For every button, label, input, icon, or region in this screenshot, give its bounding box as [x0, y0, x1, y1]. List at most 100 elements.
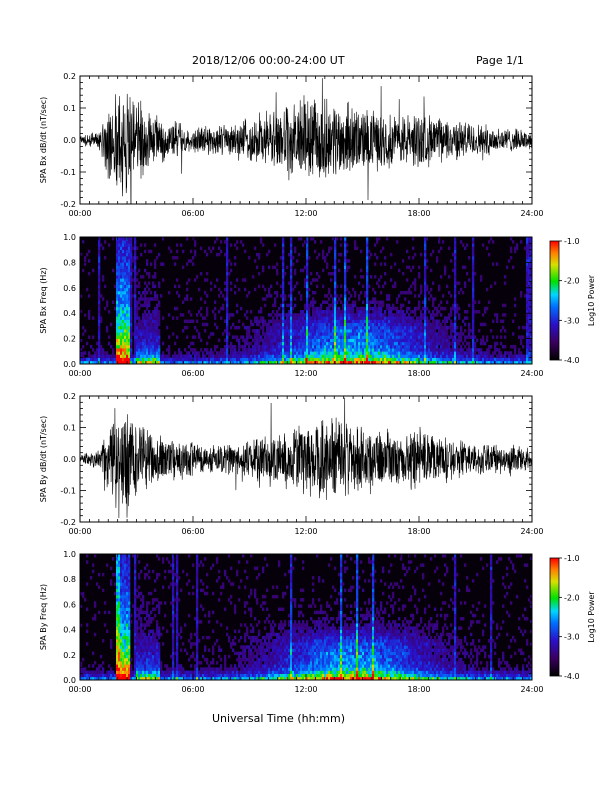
heatmap-cell — [124, 629, 127, 634]
heatmap-cell — [316, 332, 319, 336]
heatmap-cell — [410, 338, 413, 343]
heatmap-cell — [412, 354, 415, 358]
heatmap-cell — [226, 259, 229, 263]
heatmap-cell — [142, 348, 145, 352]
heatmap-cell — [336, 316, 339, 320]
heatmap-cell — [226, 252, 229, 257]
heatmap-cell — [398, 319, 401, 324]
heatmap-cell — [126, 252, 129, 257]
heatmap-cell — [480, 322, 483, 327]
heatmap-cell — [154, 322, 157, 327]
heatmap-cell — [330, 246, 333, 250]
heatmap-cell — [472, 351, 475, 355]
heatmap-cell — [134, 642, 137, 646]
heatmap-cell — [286, 303, 289, 308]
heatmap-cell — [152, 284, 155, 289]
heatmap-cell — [154, 354, 157, 358]
heatmap-cell — [444, 357, 447, 362]
heatmap-cell — [226, 329, 229, 333]
heatmap-cell — [152, 275, 155, 279]
heatmap-cell — [436, 341, 439, 346]
heatmap-cell — [450, 313, 453, 317]
heatmap-cell — [354, 275, 357, 279]
heatmap-cell — [332, 341, 335, 346]
heatmap-cell — [472, 256, 475, 260]
heatmap-cell — [88, 670, 91, 674]
heatmap-cell — [352, 310, 355, 314]
heatmap-cell — [308, 344, 311, 349]
heatmap-cell — [260, 360, 263, 365]
heatmap-cell — [120, 316, 123, 320]
heatmap-cell — [262, 297, 265, 301]
heatmap-cell — [454, 287, 457, 292]
heatmap-cell — [386, 294, 389, 298]
heatmap-cell — [320, 341, 323, 346]
heatmap-cell — [392, 354, 395, 358]
heatmap-cell — [328, 357, 331, 362]
heatmap-cell — [116, 598, 119, 602]
heatmap-cell — [374, 357, 377, 362]
heatmap-cell — [434, 319, 437, 324]
heatmap-cell — [150, 297, 153, 301]
heatmap-cell — [378, 338, 381, 343]
heatmap-cell — [472, 297, 475, 301]
heatmap-cell — [450, 322, 453, 327]
heatmap-cell — [338, 268, 341, 273]
heatmap-cell — [154, 306, 157, 311]
heatmap-cell — [530, 351, 533, 355]
heatmap-cell — [344, 275, 347, 279]
heatmap-cell — [234, 262, 237, 266]
heatmap-cell — [192, 348, 195, 352]
heatmap-cell — [332, 344, 335, 349]
heatmap-cell — [120, 667, 123, 671]
heatmap-cell — [400, 357, 403, 362]
heatmap-cell — [322, 351, 325, 355]
heatmap-cell — [284, 338, 287, 343]
heatmap-cell — [444, 360, 447, 365]
heatmap-cell — [118, 240, 121, 244]
heatmap-cell — [94, 676, 97, 681]
heatmap-cell — [368, 256, 371, 260]
heatmap-cell — [292, 344, 295, 349]
heatmap-cell — [438, 319, 441, 324]
heatmap-cell — [126, 601, 129, 605]
heatmap-cell — [226, 335, 229, 339]
heatmap-cell — [116, 560, 119, 564]
heatmap-cell — [308, 335, 311, 339]
heatmap-cell — [166, 325, 169, 330]
heatmap-cell — [116, 297, 119, 301]
heatmap-cell — [174, 262, 177, 266]
heatmap-cell — [144, 654, 147, 659]
heatmap-cell — [388, 351, 391, 355]
heatmap-cell — [200, 348, 203, 352]
heatmap-cell — [226, 357, 229, 362]
heatmap-cell — [478, 310, 481, 314]
heatmap-cell — [362, 325, 365, 330]
heatmap-cell — [398, 332, 401, 336]
heatmap-cell — [278, 354, 281, 358]
heatmap-cell — [92, 563, 95, 567]
heatmap-cell — [120, 598, 123, 602]
heatmap-cell — [400, 303, 403, 308]
heatmap-cell — [340, 351, 343, 355]
heatmap-cell — [130, 335, 133, 339]
heatmap-cell — [454, 246, 457, 250]
heatmap-cell — [342, 354, 345, 358]
heatmap-cell — [326, 306, 329, 311]
heatmap-cell — [224, 360, 227, 365]
heatmap-cell — [528, 341, 531, 346]
heatmap-cell — [406, 325, 409, 330]
heatmap-cell — [150, 354, 153, 358]
heatmap-cell — [226, 275, 229, 279]
heatmap-cell — [250, 322, 253, 327]
heatmap-cell — [134, 613, 137, 618]
heatmap-cell — [432, 360, 435, 365]
heatmap-cell — [136, 613, 139, 618]
heatmap-cell — [306, 252, 309, 257]
heatmap-cell — [242, 360, 245, 365]
heatmap-cell — [388, 341, 391, 346]
heatmap-cell — [430, 354, 433, 358]
heatmap-cell — [398, 313, 401, 317]
heatmap-cell — [144, 268, 147, 273]
heatmap-cell — [186, 354, 189, 358]
